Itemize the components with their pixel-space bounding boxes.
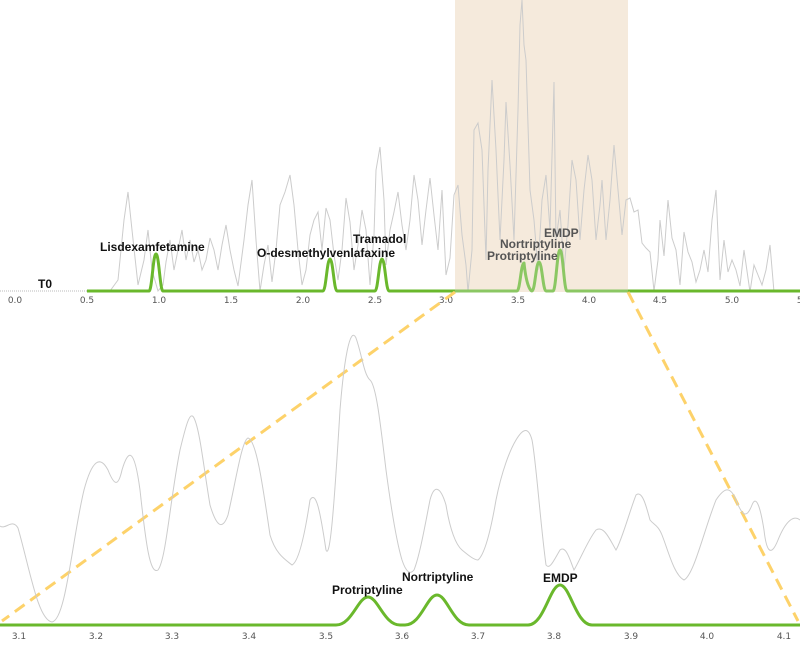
- overview-chart: T0 Lisdexamfetamine O-desmethylvenlafaxi…: [0, 0, 800, 306]
- zoom-window-highlight[interactable]: [455, 0, 628, 292]
- x-tick: 5.5: [797, 296, 800, 306]
- t0-label: T0: [38, 277, 52, 291]
- x-tick: 4.5: [653, 296, 667, 306]
- x-tick: 4.0: [582, 296, 597, 306]
- zoomed-peak-label-nortriptyline: Nortriptyline: [402, 570, 474, 584]
- zoomed-chart: Protriptyline Nortriptyline EMDP 3.1 3.2…: [0, 335, 800, 642]
- x-tick: 3.3: [165, 632, 179, 642]
- x-tick: 3.5: [319, 632, 333, 642]
- peak-label-o-desmethylvenlafaxine: O-desmethylvenlafaxine: [257, 246, 395, 260]
- x-tick: 1.5: [224, 296, 238, 306]
- x-tick: 2.0: [296, 296, 311, 306]
- overview-background-trace: [87, 0, 775, 293]
- x-tick: 3.2: [89, 632, 103, 642]
- x-tick: 3.5: [511, 296, 525, 306]
- x-tick: 1.0: [152, 296, 167, 306]
- overview-target-trace-highlighted: [455, 248, 628, 293]
- zoomed-background-trace: [0, 335, 800, 623]
- zoom-connectors: [1, 290, 800, 623]
- x-tick: 4.1: [777, 632, 791, 642]
- x-tick: 4.0: [700, 632, 715, 642]
- peak-label-emdp: EMDP: [544, 226, 579, 240]
- x-tick: 3.8: [547, 632, 562, 642]
- zoomed-target-trace: [0, 583, 800, 627]
- zoom-connector-left: [1, 290, 456, 623]
- zoomed-x-axis: 3.1 3.2 3.3 3.4 3.5 3.6 3.7 3.8 3.9 4.0 …: [12, 632, 791, 642]
- x-tick: 2.5: [368, 296, 382, 306]
- x-tick: 5.0: [725, 296, 740, 306]
- overview-x-axis: 0.0 0.5 1.0 1.5 2.0 2.5 3.0 3.5 4.0 4.5 …: [8, 296, 800, 306]
- x-tick: 3.1: [12, 632, 26, 642]
- peak-label-tramadol: Tramadol: [353, 232, 406, 246]
- peak-label-lisdexamfetamine: Lisdexamfetamine: [100, 240, 205, 254]
- zoomed-peak-label-protriptyline: Protriptyline: [332, 583, 403, 597]
- overview-target-trace: [87, 252, 455, 293]
- peak-label-nortriptyline: Nortriptyline: [500, 237, 572, 251]
- zoom-connector-right: [626, 291, 800, 622]
- x-tick: 3.6: [395, 632, 410, 642]
- zoomed-peak-label-emdp: EMDP: [543, 571, 578, 585]
- x-tick: 3.4: [242, 632, 257, 642]
- x-tick: 3.0: [439, 296, 454, 306]
- x-tick: 3.7: [471, 632, 485, 642]
- x-tick: 0.5: [80, 296, 94, 306]
- x-tick: 0.0: [8, 296, 23, 306]
- x-tick: 3.9: [624, 632, 639, 642]
- peak-label-protriptyline: Protriptyline: [487, 249, 558, 263]
